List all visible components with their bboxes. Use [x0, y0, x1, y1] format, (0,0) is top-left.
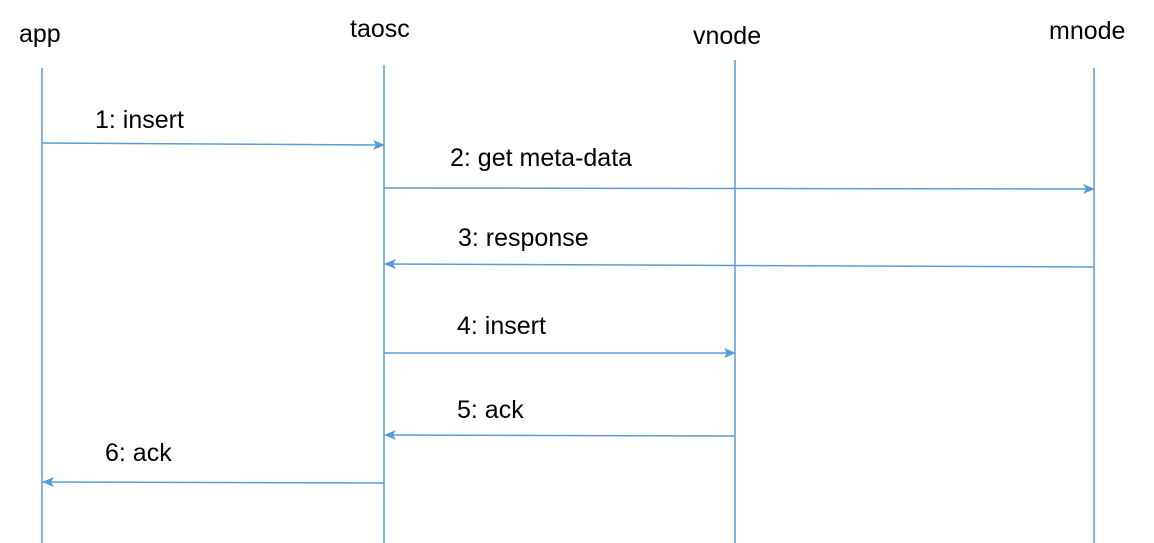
message-arrow-6: [42, 477, 385, 488]
message-label-5: 5: ack: [457, 396, 524, 424]
participant-mnode: mnode: [1049, 17, 1126, 45]
message-label-3: 3: response: [458, 224, 589, 252]
message-arrow-3: [384, 259, 1095, 270]
participant-taosc: taosc: [350, 15, 410, 43]
participant-app: app: [19, 20, 61, 48]
message-arrow-2: [383, 183, 1095, 194]
message-arrow-1: [41, 139, 385, 150]
message-label-1: 1: insert: [95, 106, 184, 134]
message-label-4: 4: insert: [457, 312, 546, 340]
message-label-2: 2: get meta-data: [450, 144, 633, 172]
message-arrow-5: [384, 430, 736, 441]
participant-vnode: vnode: [693, 22, 762, 50]
message-label-6: 6: ack: [105, 439, 172, 467]
